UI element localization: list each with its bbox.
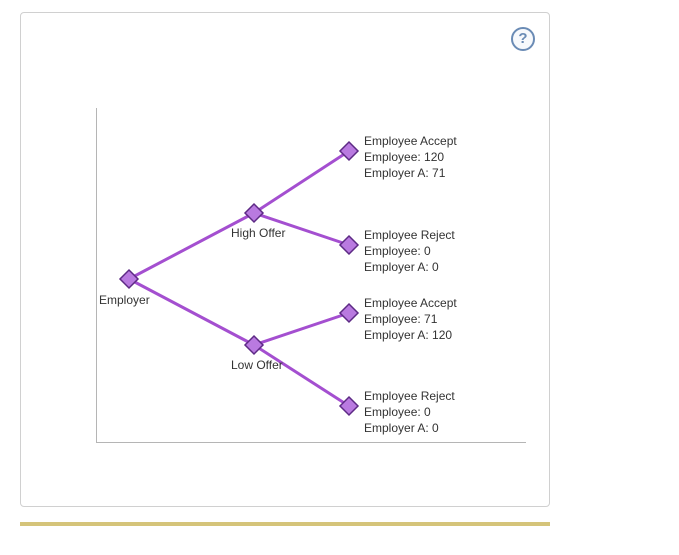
node-label: Employer xyxy=(99,292,150,308)
tree-node xyxy=(245,336,263,354)
tree-node xyxy=(340,304,358,322)
leaf-label: Employee RejectEmployee: 0Employer A: 0 xyxy=(364,388,455,437)
leaf-label-line: Employee Accept xyxy=(364,295,457,311)
leaf-label-line: Employee: 0 xyxy=(364,243,455,259)
leaf-label: Employee AcceptEmployee: 120Employer A: … xyxy=(364,133,457,182)
tree-svg xyxy=(21,13,551,508)
leaf-label-line: Employee: 120 xyxy=(364,149,457,165)
node-label: Low Offer xyxy=(231,357,283,373)
leaf-label-line: Employee Reject xyxy=(364,227,455,243)
leaf-label: Employee AcceptEmployee: 71Employer A: 1… xyxy=(364,295,457,344)
edge xyxy=(129,279,254,345)
node-label: High Offer xyxy=(231,225,285,241)
tree-node xyxy=(340,142,358,160)
leaf-label-line: Employee Accept xyxy=(364,133,457,149)
edge xyxy=(254,151,349,213)
edge xyxy=(129,213,254,279)
leaf-label-line: Employee: 71 xyxy=(364,311,457,327)
tree-node xyxy=(340,397,358,415)
leaf-label-line: Employer A: 71 xyxy=(364,165,457,181)
leaf-label-line: Employee: 0 xyxy=(364,404,455,420)
tree-node xyxy=(120,270,138,288)
leaf-label-line: Employer A: 120 xyxy=(364,327,457,343)
edge xyxy=(254,313,349,345)
page: ? EmployerHigh OfferLow OfferEmployee Ac… xyxy=(0,0,679,555)
accent-bar xyxy=(20,522,550,526)
leaf-label-line: Employee Reject xyxy=(364,388,455,404)
leaf-label-line: Employer A: 0 xyxy=(364,259,455,275)
leaf-label: Employee RejectEmployee: 0Employer A: 0 xyxy=(364,227,455,276)
edge xyxy=(254,345,349,406)
tree-node xyxy=(340,236,358,254)
diagram-panel: ? EmployerHigh OfferLow OfferEmployee Ac… xyxy=(20,12,550,507)
tree-node xyxy=(245,204,263,222)
leaf-label-line: Employer A: 0 xyxy=(364,420,455,436)
